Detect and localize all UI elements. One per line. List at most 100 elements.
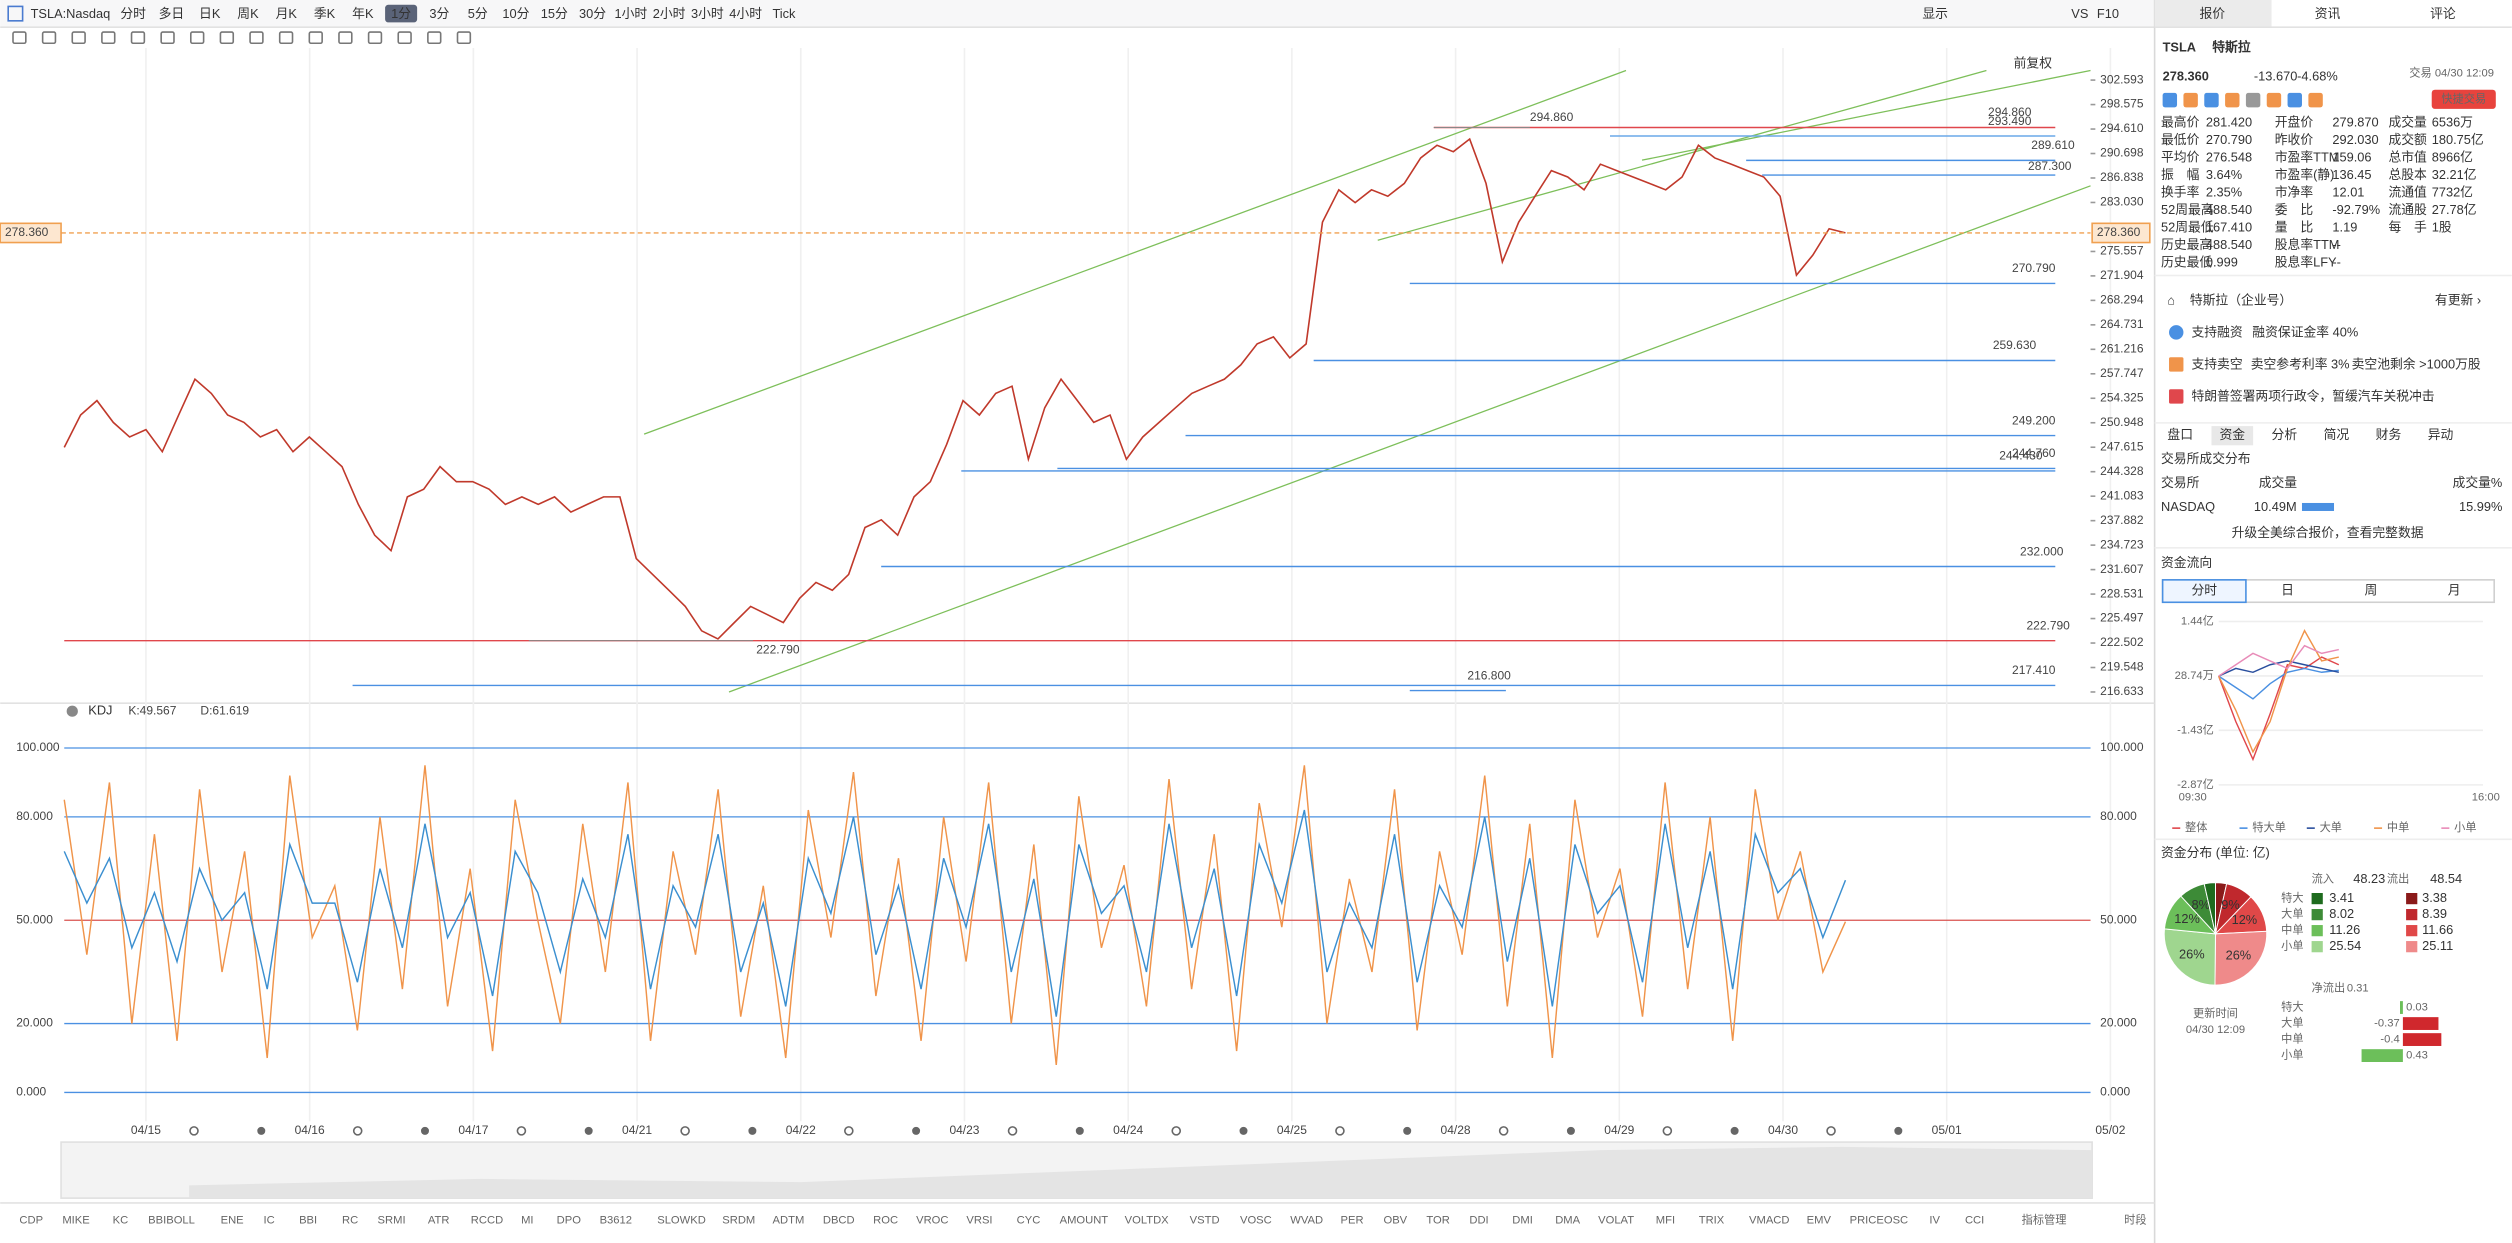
- sub-tab[interactable]: 分析: [2272, 427, 2298, 442]
- period-tab[interactable]: 月K: [276, 6, 298, 21]
- tool-icon[interactable]: [160, 31, 175, 45]
- indicator-tab[interactable]: DPO: [557, 1215, 582, 1227]
- indicator-tab[interactable]: TRIX: [1699, 1215, 1725, 1227]
- display-menu[interactable]: 显示: [1922, 6, 1948, 21]
- flow-tab[interactable]: 月: [2448, 582, 2461, 597]
- indicator-tab[interactable]: SLOWKD: [657, 1215, 706, 1227]
- vs-button[interactable]: VS: [2071, 6, 2088, 21]
- tool-icon[interactable]: [367, 31, 383, 45]
- indicator-tab[interactable]: PRICEOSC: [1850, 1215, 1909, 1227]
- period-tab[interactable]: 5分: [468, 6, 488, 21]
- tool-icon[interactable]: [397, 31, 412, 45]
- indicator-tab[interactable]: VSTD: [1190, 1215, 1220, 1227]
- flow-tab-active[interactable]: [2161, 579, 2247, 604]
- indicator-tab[interactable]: VMACD: [1749, 1215, 1789, 1227]
- tool-icon[interactable]: [278, 31, 294, 45]
- indicator-tab[interactable]: ADTM: [773, 1215, 805, 1227]
- indicator-tab[interactable]: OBV: [1384, 1215, 1408, 1227]
- period-tab[interactable]: 日K: [199, 6, 221, 21]
- period-tab[interactable]: 15分: [541, 6, 568, 21]
- tool-icon[interactable]: [338, 31, 353, 45]
- panel-tab[interactable]: 资讯: [2315, 6, 2341, 21]
- panel-tab[interactable]: 评论: [2430, 6, 2456, 21]
- indicator-tab[interactable]: WVAD: [1290, 1215, 1323, 1227]
- indicator-tab[interactable]: VRSI: [966, 1215, 992, 1227]
- indicator-tab[interactable]: CDP: [19, 1215, 43, 1227]
- period-tab[interactable]: 分时: [120, 6, 146, 21]
- indicator-tab[interactable]: VOLAT: [1598, 1215, 1634, 1227]
- indicator-tab[interactable]: DBCD: [823, 1215, 855, 1227]
- update-link[interactable]: 有更新 ›: [2435, 293, 2481, 308]
- f10-button[interactable]: F10: [2097, 6, 2119, 21]
- indicator-tab[interactable]: BBIBOLL: [148, 1215, 195, 1227]
- indicator-tab[interactable]: MI: [521, 1215, 533, 1227]
- period-tab[interactable]: Tick: [772, 6, 796, 21]
- indicator-tab[interactable]: SRMI: [378, 1215, 406, 1227]
- period-tab[interactable]: 30分: [579, 6, 606, 21]
- indicator-tab[interactable]: EMV: [1807, 1215, 1832, 1227]
- quick-trade[interactable]: 快捷交易: [2441, 91, 2486, 105]
- sub-tab[interactable]: 财务: [2376, 427, 2402, 442]
- news[interactable]: 特朗普签署两项行政令，暂缓汽车关税冲击: [2191, 389, 2434, 404]
- tool-icon[interactable]: [41, 31, 57, 45]
- sub-tab[interactable]: 异动: [2428, 427, 2454, 442]
- indicator-tab[interactable]: VOSC: [1240, 1215, 1272, 1227]
- indicator-tab[interactable]: BBI: [299, 1215, 317, 1227]
- indicator-tab[interactable]: RCCD: [471, 1215, 503, 1227]
- upgrade-link[interactable]: 升级全美综合报价，查看完整数据: [2232, 525, 2424, 540]
- tool-icon[interactable]: [130, 31, 146, 45]
- indicator-tab[interactable]: B3612: [600, 1215, 632, 1227]
- flow-tab[interactable]: 周: [2364, 582, 2377, 597]
- period-tab[interactable]: 10分: [502, 6, 529, 21]
- tool-icon[interactable]: [249, 31, 264, 45]
- tool-icon[interactable]: [219, 31, 235, 45]
- indicator-tab[interactable]: ENE: [221, 1215, 244, 1227]
- flow-tab[interactable]: 日: [2281, 582, 2294, 597]
- indicator-name[interactable]: KDJ: [88, 703, 112, 718]
- indicator-tab[interactable]: IC: [264, 1215, 275, 1227]
- indicator-tab[interactable]: VROC: [916, 1215, 948, 1227]
- indicator-tab[interactable]: PER: [1341, 1215, 1364, 1227]
- sub-tab[interactable]: 盘口: [2167, 427, 2193, 442]
- indicator-tab[interactable]: RC: [342, 1215, 358, 1227]
- period-tab[interactable]: 年K: [352, 6, 374, 21]
- tool-icon[interactable]: [308, 31, 323, 45]
- company[interactable]: 特斯拉（企业号）: [2190, 293, 2292, 308]
- indicator-tab[interactable]: AMOUNT: [1060, 1215, 1109, 1227]
- indicator-tab[interactable]: ROC: [873, 1215, 898, 1227]
- indicator-tab[interactable]: DMA: [1555, 1215, 1580, 1227]
- period-tab[interactable]: 4小时: [729, 6, 762, 21]
- indicator-manage[interactable]: 指标管理: [2022, 1213, 2067, 1227]
- indicator-tab[interactable]: DMI: [1512, 1215, 1533, 1227]
- close-icon[interactable]: [66, 705, 78, 717]
- period-tab[interactable]: 季K: [314, 6, 336, 21]
- time-range[interactable]: 时段: [2124, 1213, 2146, 1227]
- indicator-tab[interactable]: DDI: [1469, 1215, 1488, 1227]
- sub-tab[interactable]: 简况: [2324, 427, 2350, 442]
- period-tab[interactable]: 3分: [429, 6, 449, 21]
- flow-tab[interactable]: 分时: [2191, 582, 2217, 597]
- tool-icon[interactable]: [456, 31, 472, 45]
- indicator-tab[interactable]: TOR: [1426, 1215, 1449, 1227]
- period-tab[interactable]: 2小时: [653, 6, 686, 21]
- panel-tab[interactable]: 报价: [2199, 6, 2225, 21]
- adjust-mode[interactable]: 前复权: [2014, 55, 2053, 70]
- period-tab[interactable]: 1小时: [614, 6, 647, 21]
- indicator-tab[interactable]: MFI: [1656, 1215, 1675, 1227]
- indicator-tab[interactable]: CCI: [1965, 1215, 1984, 1227]
- indicator-tab[interactable]: MIKE: [62, 1215, 89, 1227]
- tool-icon[interactable]: [427, 31, 442, 45]
- indicator-tab[interactable]: IV: [1929, 1215, 1940, 1227]
- period-tab[interactable]: 1分: [391, 6, 411, 21]
- quick-trade-button[interactable]: [2431, 89, 2496, 109]
- sub-tab[interactable]: 资金: [2220, 427, 2246, 442]
- tool-icon[interactable]: [189, 31, 205, 45]
- period-tab[interactable]: 3小时: [691, 6, 724, 21]
- tool-icon[interactable]: [101, 31, 116, 45]
- indicator-tab[interactable]: VOLTDX: [1125, 1215, 1170, 1227]
- period-tab[interactable]: 周K: [237, 6, 259, 21]
- indicator-tab[interactable]: ATR: [428, 1215, 450, 1227]
- tool-icon[interactable]: [71, 31, 86, 45]
- period-tab[interactable]: 多日: [159, 6, 185, 21]
- indicator-tab[interactable]: CYC: [1017, 1215, 1041, 1227]
